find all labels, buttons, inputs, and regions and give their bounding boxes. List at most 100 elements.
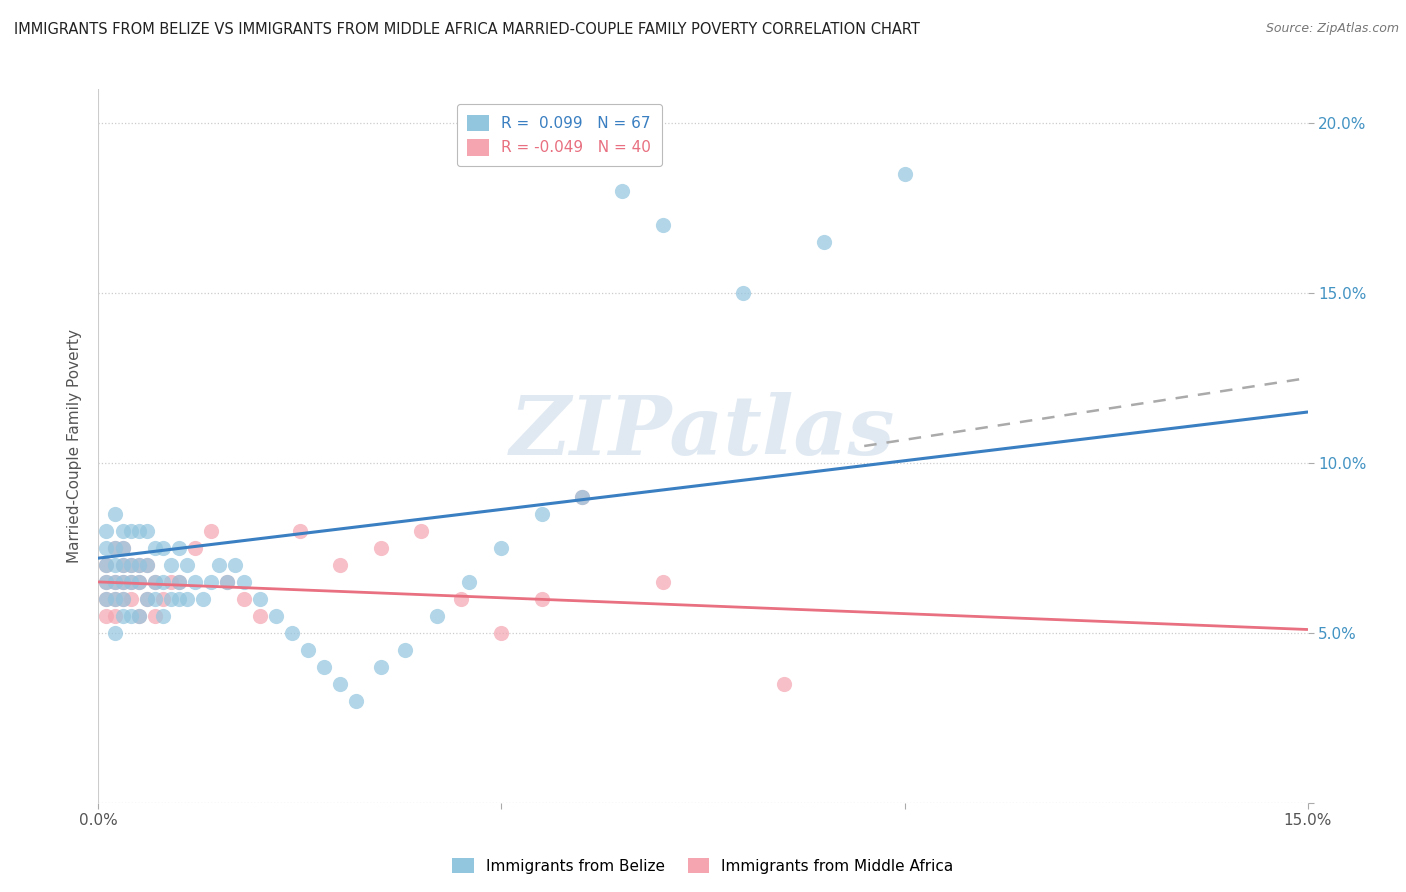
Text: ZIPatlas: ZIPatlas xyxy=(510,392,896,472)
Point xyxy=(160,558,183,572)
Point xyxy=(128,558,150,572)
Point xyxy=(329,558,352,572)
Point xyxy=(103,626,125,640)
Point xyxy=(426,608,449,623)
Point xyxy=(111,574,134,589)
Point xyxy=(103,541,125,555)
Point xyxy=(612,184,634,198)
Point xyxy=(143,574,166,589)
Point xyxy=(103,558,125,572)
Point xyxy=(297,643,319,657)
Point xyxy=(193,591,215,606)
Legend: Immigrants from Belize, Immigrants from Middle Africa: Immigrants from Belize, Immigrants from … xyxy=(446,852,960,880)
Point xyxy=(167,591,190,606)
Point xyxy=(120,524,142,538)
Point xyxy=(370,660,392,674)
Point xyxy=(249,591,271,606)
Point xyxy=(264,608,287,623)
Point xyxy=(120,558,142,572)
Point xyxy=(370,541,392,555)
Point xyxy=(103,608,125,623)
Point xyxy=(152,574,174,589)
Point xyxy=(103,574,125,589)
Point xyxy=(96,524,118,538)
Point xyxy=(111,558,134,572)
Point xyxy=(314,660,336,674)
Point xyxy=(120,574,142,589)
Point xyxy=(813,235,835,249)
Point xyxy=(217,574,239,589)
Point xyxy=(128,524,150,538)
Point xyxy=(208,558,231,572)
Point xyxy=(111,558,134,572)
Point xyxy=(128,608,150,623)
Point xyxy=(893,167,915,181)
Point xyxy=(128,558,150,572)
Point xyxy=(152,608,174,623)
Point xyxy=(120,558,142,572)
Point xyxy=(281,626,304,640)
Point xyxy=(96,574,118,589)
Point xyxy=(450,591,472,606)
Point xyxy=(772,677,794,691)
Point xyxy=(491,626,513,640)
Point xyxy=(249,608,271,623)
Legend: R =  0.099   N = 67, R = -0.049   N = 40: R = 0.099 N = 67, R = -0.049 N = 40 xyxy=(457,104,662,166)
Point xyxy=(128,574,150,589)
Point xyxy=(135,591,157,606)
Point xyxy=(232,591,254,606)
Point xyxy=(160,591,183,606)
Point xyxy=(651,218,673,232)
Point xyxy=(135,524,157,538)
Point xyxy=(96,574,118,589)
Point xyxy=(135,558,157,572)
Point xyxy=(135,558,157,572)
Point xyxy=(184,574,207,589)
Point xyxy=(288,524,311,538)
Point xyxy=(152,541,174,555)
Point xyxy=(571,490,593,504)
Point xyxy=(344,694,367,708)
Text: IMMIGRANTS FROM BELIZE VS IMMIGRANTS FROM MIDDLE AFRICA MARRIED-COUPLE FAMILY PO: IMMIGRANTS FROM BELIZE VS IMMIGRANTS FRO… xyxy=(14,22,920,37)
Point xyxy=(232,574,254,589)
Point xyxy=(103,591,125,606)
Point xyxy=(394,643,416,657)
Point xyxy=(111,608,134,623)
Point xyxy=(111,541,134,555)
Point xyxy=(651,574,673,589)
Point xyxy=(491,541,513,555)
Point xyxy=(111,524,134,538)
Point xyxy=(217,574,239,589)
Point xyxy=(120,591,142,606)
Point xyxy=(167,541,190,555)
Point xyxy=(167,574,190,589)
Point xyxy=(530,591,553,606)
Point xyxy=(120,608,142,623)
Point xyxy=(458,574,481,589)
Point xyxy=(143,541,166,555)
Point xyxy=(128,608,150,623)
Point xyxy=(96,591,118,606)
Point xyxy=(111,574,134,589)
Point xyxy=(152,591,174,606)
Point xyxy=(160,574,183,589)
Point xyxy=(143,608,166,623)
Point xyxy=(111,591,134,606)
Point xyxy=(103,574,125,589)
Point xyxy=(96,541,118,555)
Point xyxy=(120,574,142,589)
Point xyxy=(329,677,352,691)
Point xyxy=(733,286,755,301)
Point xyxy=(128,574,150,589)
Text: Source: ZipAtlas.com: Source: ZipAtlas.com xyxy=(1265,22,1399,36)
Point xyxy=(135,591,157,606)
Point xyxy=(176,591,198,606)
Point xyxy=(409,524,432,538)
Point xyxy=(96,558,118,572)
Point xyxy=(111,591,134,606)
Point xyxy=(103,541,125,555)
Point xyxy=(96,591,118,606)
Point xyxy=(184,541,207,555)
Point xyxy=(103,507,125,521)
Point xyxy=(111,541,134,555)
